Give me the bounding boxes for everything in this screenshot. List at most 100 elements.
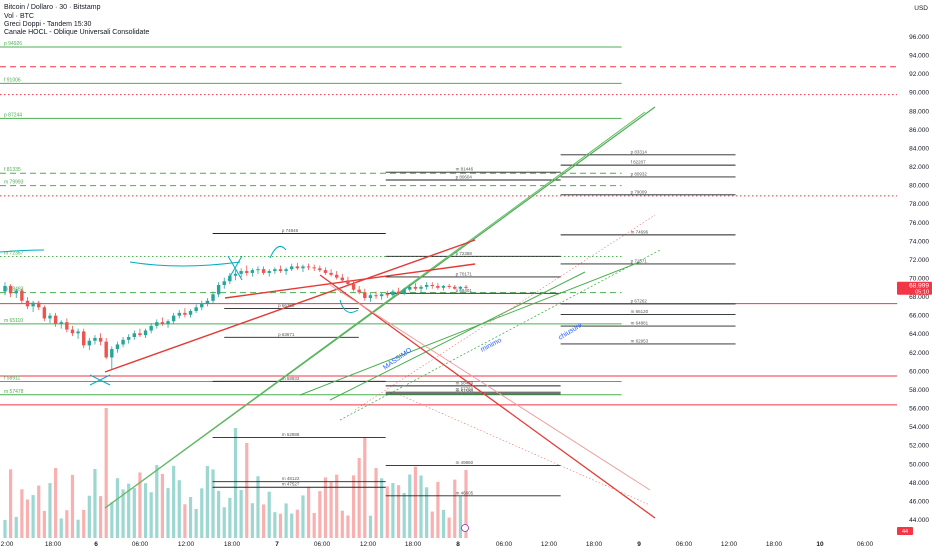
price-tick: 78.000: [909, 201, 929, 208]
volume-bar: [211, 469, 215, 538]
channel-line: [329, 284, 651, 491]
volume-bar: [295, 509, 299, 538]
volume-bar: [453, 479, 457, 538]
volume-bar: [121, 489, 125, 538]
time-tick: 9: [637, 541, 641, 548]
candle-body: [419, 286, 423, 289]
time-tick: 06:00: [857, 541, 874, 548]
volume-bar: [110, 502, 114, 538]
volume-bar: [183, 504, 187, 538]
price-tick: 70.000: [909, 276, 929, 283]
volume-bar: [380, 478, 384, 538]
time-tick: 06:00: [676, 541, 693, 548]
volume-bar: [3, 520, 7, 538]
segment-label: p 63671: [278, 332, 295, 337]
candle-body: [408, 286, 412, 290]
price-tick: 76.000: [909, 220, 929, 227]
candle-body: [256, 269, 260, 271]
candle-body: [42, 307, 47, 319]
candle-body: [334, 274, 339, 278]
price-tick: 60.000: [909, 368, 929, 375]
price-tick: 74.000: [909, 238, 929, 245]
candle-body: [65, 322, 69, 330]
candle-body: [464, 286, 468, 288]
volume-bar: [430, 511, 434, 538]
candle-body: [239, 271, 243, 274]
volume-bar: [160, 473, 165, 538]
volume-bar: [284, 503, 288, 538]
marker-cross: [89, 374, 111, 386]
segment-label: m 66120: [631, 309, 649, 314]
marker-stroke: [129, 261, 241, 267]
volume-bar: [200, 488, 204, 538]
volume-bar: [70, 474, 75, 538]
volume-bar: [368, 515, 373, 538]
volume-bar: [245, 443, 249, 538]
volume-bar: [256, 476, 260, 538]
candle-body: [183, 312, 187, 315]
volume-bar: [267, 491, 271, 538]
price-tick: 72.000: [909, 257, 929, 264]
volume-bar: [262, 504, 266, 538]
volume-bar: [447, 517, 451, 538]
volume-bar: [87, 495, 91, 538]
candle-body: [284, 269, 288, 272]
candle-body: [368, 295, 373, 299]
volume-bar: [464, 469, 468, 538]
channel-line: [319, 274, 656, 519]
candle-body: [177, 312, 181, 316]
candle-body: [323, 270, 328, 273]
volume-bar: [441, 509, 446, 538]
time-tick: 18:00: [586, 541, 603, 548]
volume-bar: [217, 490, 221, 538]
segment-label: m 62953: [631, 338, 649, 343]
price-tick: 94.000: [909, 53, 929, 60]
channel-line: [399, 394, 651, 506]
volume-bar: [138, 472, 142, 538]
candle-body: [14, 290, 18, 294]
candle-body: [104, 341, 108, 358]
price-tick: 56.000: [909, 406, 929, 413]
volume-bar: [149, 492, 153, 538]
volume-bar: [346, 515, 350, 538]
volume-bar: [222, 507, 226, 538]
price-tick: 84.000: [909, 145, 929, 152]
marker-stroke: [339, 299, 359, 313]
price-tick: 44.000: [909, 517, 929, 524]
time-tick: 2:00: [1, 541, 14, 548]
candle-body: [318, 268, 322, 271]
segment-label: f 82207: [631, 160, 647, 165]
candle-body: [200, 303, 204, 308]
volume-bar: [42, 510, 46, 538]
time-tick: 18:00: [766, 541, 783, 548]
candle-body: [458, 286, 463, 289]
candle-body: [31, 302, 35, 307]
candle-body: [312, 267, 316, 269]
candle-body: [430, 285, 434, 287]
segment-label: p 70171: [456, 271, 473, 276]
volume-bar: [335, 474, 339, 538]
candle-body: [121, 339, 125, 345]
volume-bar: [25, 499, 30, 538]
volume-bar: [419, 475, 423, 538]
price-tick: 50.000: [909, 461, 929, 468]
indicator-legend-2: Canale HOCL - Oblique Universali Consoli…: [4, 29, 150, 36]
segment-label: p 67262: [631, 298, 648, 303]
volume-bar: [98, 496, 103, 538]
candle-body: [441, 285, 446, 288]
candle-body: [379, 294, 384, 297]
candle-body: [98, 337, 103, 342]
axis-currency: USD: [914, 5, 928, 12]
segment-label: m 47527: [282, 482, 300, 487]
volume-bar: [436, 481, 440, 538]
price-tick: 46.000: [909, 498, 929, 505]
time-tick: 7: [275, 541, 279, 548]
chart-title: Bitcoin / Dollaro · 30 · Bitstamp: [4, 4, 101, 11]
volume-bar: [301, 495, 305, 538]
volume-bar: [290, 513, 294, 538]
volume-bar: [318, 491, 322, 538]
marker-cross: [227, 255, 243, 281]
candle-body: [385, 294, 389, 296]
